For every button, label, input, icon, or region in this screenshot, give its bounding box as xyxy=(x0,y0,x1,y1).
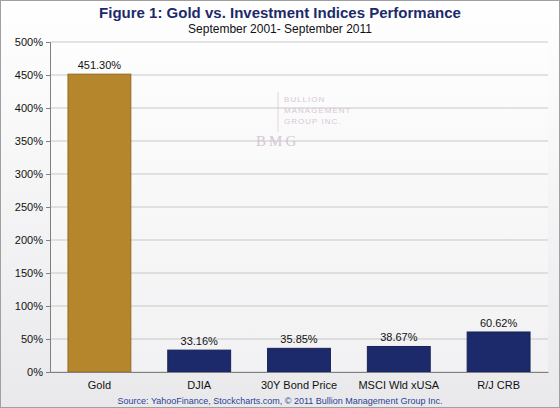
y-tick: 400% xyxy=(15,102,50,114)
grid xyxy=(50,42,548,372)
x-tick: Gold xyxy=(88,372,111,391)
plot: BULLIONMANAGEMENTGROUP INC.BMG0%50%100%1… xyxy=(15,36,549,391)
y-tick: 450% xyxy=(15,69,50,81)
y-tick-label: 0% xyxy=(27,366,43,378)
y-tick: 250% xyxy=(15,201,50,213)
plot-area xyxy=(50,42,548,372)
y-tick-mark xyxy=(46,108,50,109)
y-tick: 100% xyxy=(15,300,50,312)
x-tick-label: 30Y Bond Price xyxy=(261,379,337,391)
y-tick-label: 100% xyxy=(15,300,43,312)
y-tick-label: 350% xyxy=(15,135,43,147)
y-tick-label: 400% xyxy=(15,102,43,114)
x-tick-label: MSCI Wld xUSA xyxy=(358,379,439,391)
y-axis-line xyxy=(46,43,51,373)
data-labels: 451.30% 33.16% 35.85% 38.67% 60.62% xyxy=(78,59,518,347)
y-axis: 0% 50% 100% 150% 200% 250% 300% 350% 400% 450% 500… xyxy=(15,36,51,378)
y-tick-label: 200% xyxy=(15,234,43,246)
background xyxy=(1,1,560,408)
x-tick: DJIA xyxy=(187,372,212,391)
y-tick-label: 500% xyxy=(15,36,43,48)
data-label: 35.85% xyxy=(280,333,318,345)
watermark-rule xyxy=(278,92,279,132)
y-tick: 500% xyxy=(15,36,50,48)
data-label: 451.30% xyxy=(78,59,122,71)
y-tick: 150% xyxy=(15,267,50,279)
watermark-text: BULLION xyxy=(284,95,325,104)
x-tick: R/J CRB xyxy=(477,372,520,391)
x-tick-label: R/J CRB xyxy=(477,379,520,391)
y-tick-mark xyxy=(46,273,50,274)
bars xyxy=(68,74,530,372)
y-tick-mark xyxy=(46,75,50,76)
y-tick-mark xyxy=(46,42,50,43)
y-tick: 50% xyxy=(21,333,50,345)
x-tick: 30Y Bond Price xyxy=(261,372,337,391)
bar xyxy=(68,74,131,372)
y-tick-mark xyxy=(46,240,50,241)
bar xyxy=(367,346,430,372)
x-axis-line xyxy=(51,372,549,373)
watermark-text: MANAGEMENT xyxy=(284,106,351,115)
grid-line xyxy=(50,42,548,43)
y-tick-mark xyxy=(46,207,50,208)
source: Source: YahooFinance, Stockcharts.com, ©… xyxy=(118,396,443,406)
subtitle: September 2001- September 2011 xyxy=(188,22,372,36)
bar xyxy=(168,350,231,372)
bar xyxy=(467,332,530,372)
y-tick-mark xyxy=(46,174,50,175)
y-tick-label: 150% xyxy=(15,267,43,279)
y-tick: 0% xyxy=(27,366,50,378)
y-tick-mark xyxy=(46,306,50,307)
y-tick: 350% xyxy=(15,135,50,147)
y-tick-mark xyxy=(46,372,50,373)
x-tick-label: DJIA xyxy=(187,379,212,391)
data-label: 33.16% xyxy=(181,335,219,347)
y-tick-label: 300% xyxy=(15,168,43,180)
y-tick-mark xyxy=(46,141,50,142)
y-tick-label: 450% xyxy=(15,69,43,81)
watermark: BULLIONMANAGEMENTGROUP INC.BMG xyxy=(256,92,351,149)
y-tick: 200% xyxy=(15,234,50,246)
chart: Figure 1: Gold vs. Investment Indices Pe… xyxy=(0,0,560,408)
data-label: 60.62% xyxy=(480,317,518,329)
title: Figure 1: Gold vs. Investment Indices Pe… xyxy=(99,4,461,21)
bar xyxy=(268,348,331,372)
y-tick: 300% xyxy=(15,168,50,180)
x-axis: Gold DJIA 30Y Bond Price MSCI Wld xUSA R/J C… xyxy=(51,372,549,391)
x-tick: MSCI Wld xUSA xyxy=(358,372,439,391)
y-tick-label: 50% xyxy=(21,333,43,345)
watermark-text: GROUP INC. xyxy=(284,117,341,126)
x-tick-label: Gold xyxy=(88,379,111,391)
y-tick-mark xyxy=(46,339,50,340)
y-tick-label: 250% xyxy=(15,201,43,213)
data-label: 38.67% xyxy=(380,331,418,343)
